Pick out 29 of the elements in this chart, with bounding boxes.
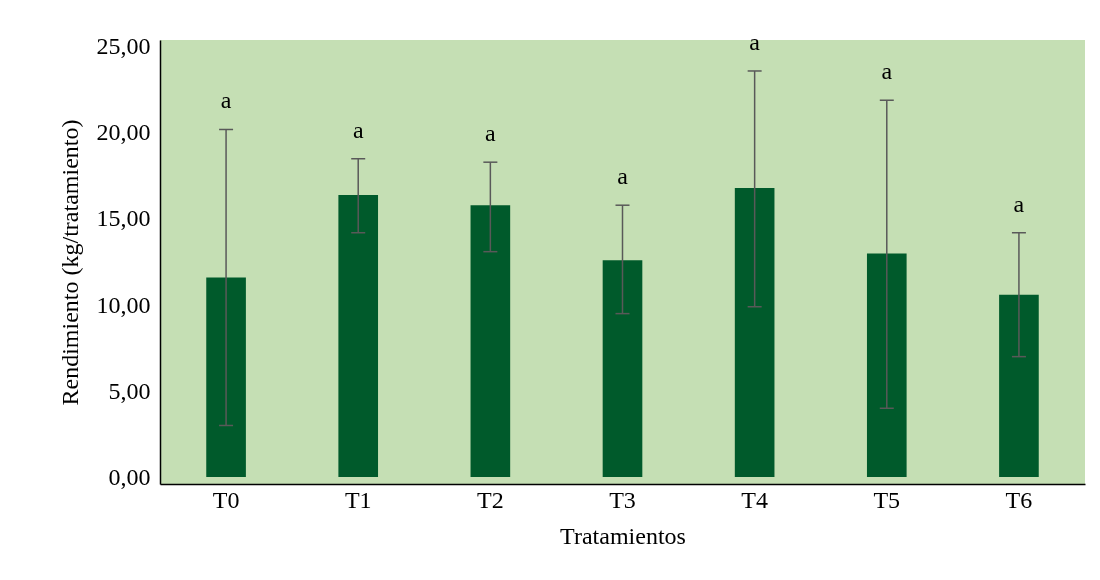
bar: [338, 194, 379, 478]
bar: [602, 260, 643, 478]
annotation: a: [485, 120, 497, 147]
bar: [999, 294, 1039, 478]
bar: [866, 253, 907, 478]
annotation: a: [1013, 190, 1025, 217]
x-tick-label: T1: [344, 486, 372, 513]
x-tick-label: T0: [212, 486, 240, 513]
bar: [470, 205, 511, 478]
y-tick-label: 5,00: [108, 377, 151, 404]
x-axis-title: Tratamientos: [560, 522, 686, 549]
x-tick-label: T4: [741, 486, 768, 513]
annotation: a: [749, 28, 761, 55]
y-tick-label: 25,00: [96, 33, 151, 60]
y-tick-label: 15,00: [96, 205, 151, 232]
annotation: a: [220, 87, 232, 114]
bar: [206, 277, 246, 478]
y-tick-label: 20,00: [96, 119, 151, 146]
annotation: a: [881, 58, 893, 85]
bar: [734, 188, 775, 478]
x-tick-label: T6: [1005, 486, 1033, 513]
y-axis-title: Rendimiento (kg/tratamiento): [56, 119, 83, 406]
x-tick-label: T2: [477, 486, 504, 513]
x-tick-label: T5: [873, 486, 901, 513]
y-tick-label: 10,00: [96, 291, 151, 318]
annotation: a: [617, 163, 629, 190]
x-tick-label: T3: [609, 486, 636, 513]
y-tick-label: 0,00: [108, 463, 151, 490]
annotation: a: [352, 116, 364, 143]
